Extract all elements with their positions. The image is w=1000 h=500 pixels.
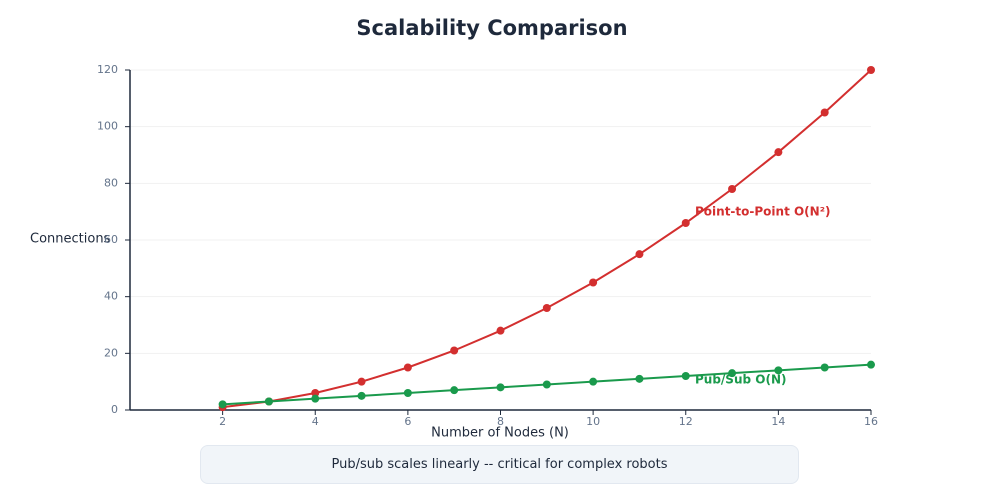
- point: [403, 389, 412, 397]
- point: [311, 394, 320, 403]
- point: [728, 185, 737, 193]
- point: [589, 278, 598, 287]
- point: [635, 374, 644, 383]
- point: [820, 363, 829, 372]
- point: [450, 346, 459, 355]
- y-axis-label: Connections: [30, 232, 111, 247]
- note: Pub/sub scales linearly -- critical for …: [200, 445, 799, 484]
- series-label: Point-to-Point O(N²): [695, 205, 830, 219]
- point: [357, 377, 366, 386]
- y-tick-label: 120: [97, 63, 118, 76]
- point: [589, 377, 598, 386]
- y-tick-label: 20: [104, 346, 118, 359]
- point: [311, 389, 320, 397]
- point: [403, 363, 412, 372]
- point: [867, 360, 875, 369]
- point: [867, 66, 875, 74]
- x-tick-label: 10: [586, 415, 600, 428]
- point: [728, 369, 737, 378]
- point: [820, 108, 829, 117]
- y-tick-label: 40: [104, 290, 118, 303]
- point: [218, 400, 227, 409]
- point: [496, 326, 505, 335]
- point: [681, 372, 690, 380]
- point: [774, 366, 783, 375]
- x-tick-label: 8: [497, 415, 504, 428]
- point: [496, 383, 505, 392]
- x-tick-label: 4: [312, 415, 319, 428]
- y-tick-label: 60: [104, 233, 118, 246]
- series-line: [222, 69, 872, 409]
- y-tick-label: 100: [97, 120, 118, 133]
- point: [264, 397, 273, 406]
- point: [681, 219, 690, 227]
- x-tick-label: 12: [679, 415, 693, 428]
- point: [357, 391, 366, 400]
- x-tick-label: 16: [864, 415, 878, 428]
- point: [774, 148, 783, 157]
- series-label: Pub/Sub O(N): [695, 373, 786, 387]
- point: [542, 380, 551, 389]
- point: [450, 386, 459, 395]
- x-axis-label: Number of Nodes (N): [431, 426, 569, 441]
- x-tick-label: 14: [771, 415, 785, 428]
- y-tick-label: 0: [111, 403, 118, 416]
- x-tick-label: 6: [404, 415, 411, 428]
- chart-title: Scalability Comparison: [356, 16, 627, 40]
- point: [635, 250, 644, 259]
- point: [542, 304, 551, 312]
- x-tick-label: 2: [219, 415, 226, 428]
- y-tick-label: 80: [104, 176, 118, 189]
